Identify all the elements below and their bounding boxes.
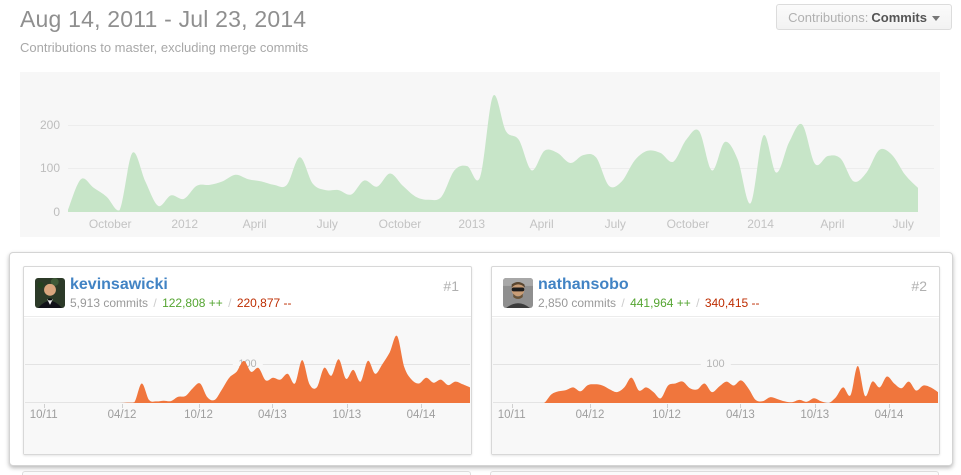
contributions-dropdown-label: Contributions:: [788, 9, 869, 25]
page-subtitle: Contributions to master, excluding merge…: [20, 40, 309, 55]
next-rank-card-stub: [22, 471, 471, 475]
gridline: 100: [493, 358, 938, 370]
x-tick-label: July: [892, 217, 914, 231]
contributor-card-1: kevinsawicki 5,913 commits / 122,808 ++ …: [23, 266, 472, 455]
contributor-chart-plot: 100: [25, 318, 470, 403]
tick-mark: [421, 404, 423, 408]
separator: /: [621, 296, 625, 310]
deletions-count: 340,415 --: [704, 296, 760, 310]
contributor-username-link[interactable]: nathansobo: [538, 276, 629, 293]
contributor-chart-area: [493, 365, 938, 403]
separator: /: [228, 296, 232, 310]
x-tick-label: 10/13: [800, 409, 830, 421]
gridline-label: 100: [700, 358, 731, 370]
separator: /: [153, 296, 157, 310]
x-tick-label: 04/12: [575, 409, 605, 421]
x-tick-label: April: [529, 217, 554, 231]
tick-mark: [346, 404, 348, 408]
x-tick-label: 10/12: [184, 409, 213, 421]
contributions-area-chart: 0 100 200 October 2012 April July October 2013 A…: [20, 72, 940, 237]
x-tick-label: October: [88, 217, 132, 231]
y-tick-label: 0: [53, 205, 60, 219]
tick-mark: [511, 404, 513, 408]
tick-mark: [43, 404, 45, 408]
x-tick-label: 10/11: [29, 409, 58, 421]
main-chart-area: [68, 95, 918, 212]
next-rank-card-stub: [490, 471, 939, 475]
x-tick-label: July: [604, 217, 626, 231]
tick-mark: [740, 404, 742, 408]
tick-mark: [122, 404, 123, 408]
kevinsawicki-commits-series: [25, 335, 470, 403]
x-tick-label: April: [820, 217, 845, 231]
rank-badge: #2: [911, 278, 927, 294]
y-tick-label: 200: [39, 117, 60, 132]
rank-badge: #1: [443, 278, 459, 294]
tick-mark: [666, 404, 668, 408]
contributions-dropdown-button[interactable]: Contributions: Commits: [776, 4, 952, 30]
main-contributions-series: [68, 95, 918, 212]
commit-count: 2,850 commits: [538, 296, 617, 310]
contributor-chart: 100 10/11 04/12 10/12 04/13 10/13 04/14: [24, 318, 471, 454]
x-tick-label: October: [666, 217, 710, 231]
x-tick-label: 2014: [747, 217, 774, 231]
x-tick-label: 2012: [171, 217, 199, 231]
contributor-stats: 2,850 commits / 441,964 ++ / 340,415 --: [538, 296, 760, 310]
x-tick-label: 04/14: [874, 409, 904, 421]
y-tick-label: 100: [39, 161, 60, 176]
additions-count: 441,964 ++: [630, 296, 691, 310]
tick-mark: [272, 404, 274, 408]
contributors-panel: kevinsawicki 5,913 commits / 122,808 ++ …: [9, 252, 953, 466]
main-chart-x-axis: October 2012 April July October 2013 April July…: [20, 217, 940, 233]
x-tick-label: July: [316, 217, 338, 231]
avatar[interactable]: [35, 278, 65, 308]
commit-count: 5,913 commits: [70, 296, 149, 310]
chevron-down-icon: [932, 15, 940, 21]
x-tick-label: 04/14: [406, 409, 436, 421]
contributor-chart-area: [25, 335, 470, 403]
avatar[interactable]: [503, 278, 533, 308]
contributions-dropdown-value: Commits: [871, 9, 927, 25]
contributor-chart-x-axis: 10/11 04/12 10/12 04/13 10/13 04/14: [25, 404, 470, 426]
tick-mark: [198, 404, 200, 408]
page-title: Aug 14, 2011 - Jul 23, 2014: [20, 6, 307, 32]
contributor-stats: 5,913 commits / 122,808 ++ / 220,877 --: [70, 296, 292, 310]
tick-mark: [814, 404, 816, 408]
contributor-username-link[interactable]: kevinsawicki: [70, 276, 168, 293]
x-tick-label: 10/11: [497, 409, 526, 421]
page-header: Aug 14, 2011 - Jul 23, 2014 Contribution…: [20, 6, 308, 55]
contributor-card-header: nathansobo 2,850 commits / 441,964 ++ / …: [492, 267, 939, 317]
contributor-chart: 100 10/11 04/12 10/12 04/13 10/13 04/14: [492, 318, 939, 454]
x-tick-label: 2013: [458, 217, 486, 231]
x-tick-label: April: [242, 217, 267, 231]
contributor-card-header: kevinsawicki 5,913 commits / 122,808 ++ …: [24, 267, 471, 317]
x-tick-label: 10/13: [332, 409, 362, 421]
x-tick-label: 04/13: [726, 409, 755, 421]
contributor-chart-x-axis: 10/11 04/12 10/12 04/13 10/13 04/14: [493, 404, 938, 426]
contributor-chart-plot: 100: [493, 318, 938, 403]
x-tick-label: October: [378, 217, 422, 231]
tick-mark: [590, 404, 591, 408]
nathansobo-commits-series: [493, 365, 938, 403]
x-tick-label: 10/12: [652, 409, 681, 421]
deletions-count: 220,877 --: [236, 296, 292, 310]
separator: /: [696, 296, 700, 310]
x-tick-label: 04/13: [258, 409, 287, 421]
contributor-card-2: nathansobo 2,850 commits / 441,964 ++ / …: [491, 266, 940, 455]
additions-count: 122,808 ++: [162, 296, 223, 310]
x-tick-label: 04/12: [107, 409, 137, 421]
tick-mark: [889, 404, 891, 408]
